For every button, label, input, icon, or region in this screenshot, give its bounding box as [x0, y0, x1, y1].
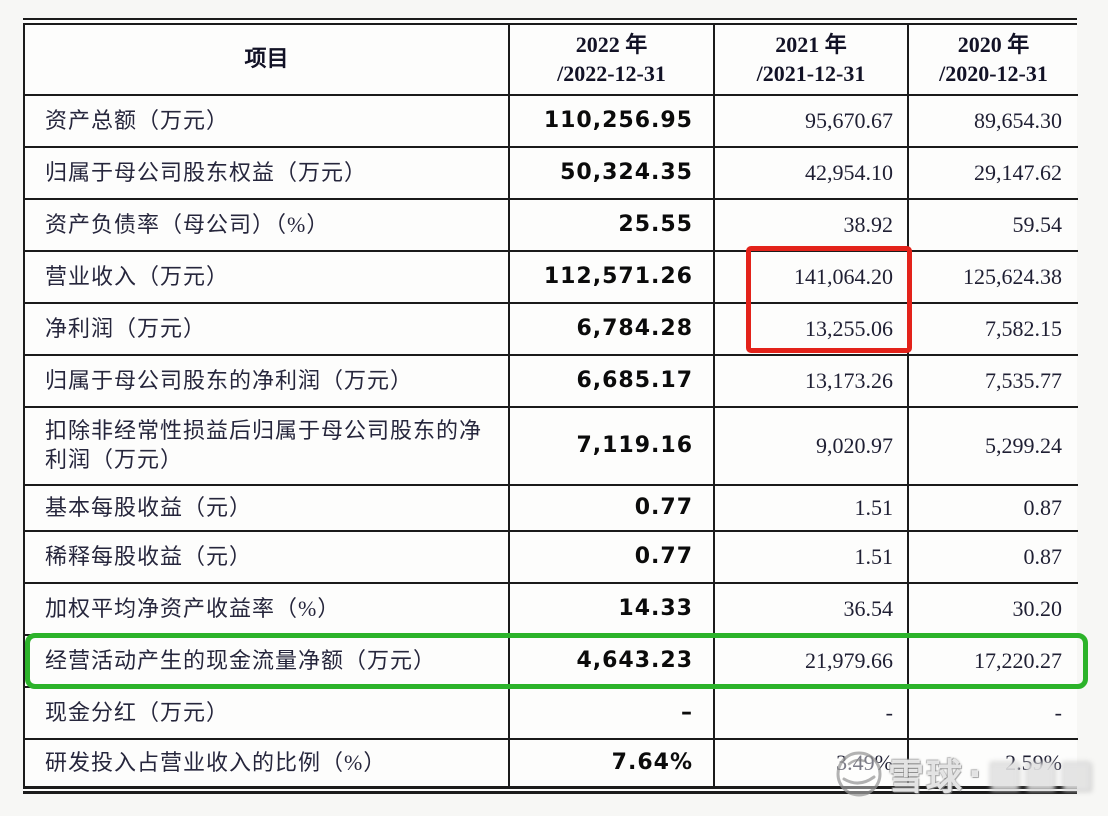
table-row: 经营活动产生的现金流量净额（万元） 4,643.23 21,979.66 17,… — [23, 635, 1078, 688]
row-label: 资产总额（万元） — [23, 95, 509, 148]
cell-2020: 17,220.27 — [907, 635, 1078, 688]
cell-2022: 110,256.95 — [508, 95, 714, 148]
table-row: 加权平均净资产收益率（%） 14.33 36.54 30.20 — [23, 583, 1078, 636]
row-label: 归属于母公司股东权益（万元） — [23, 147, 509, 200]
row-label: 营业收入（万元） — [23, 251, 509, 304]
cell-2021: 36.54 — [713, 583, 908, 636]
cell-2020: 0.87 — [907, 531, 1078, 584]
header-row: 项目 2022 年 /2022-12-31 2021 年 /2021-12-31… — [23, 25, 1078, 96]
cell-2021: 1.51 — [713, 531, 908, 584]
cell-2022: 6,784.28 — [508, 303, 714, 356]
cell-2020: 5,299.24 — [907, 407, 1078, 486]
cell-2022: 25.55 — [508, 199, 714, 252]
row-label: 经营活动产生的现金流量净额（万元） — [23, 635, 509, 688]
cell-2021: - — [713, 687, 908, 740]
table-row: 稀释每股收益（元） 0.77 1.51 0.87 — [23, 531, 1078, 584]
cell-2020: 29,147.62 — [907, 147, 1078, 200]
cell-2021: 9,020.97 — [713, 407, 908, 486]
cell-2022: 0.77 — [508, 531, 714, 584]
cell-2022: 14.33 — [508, 583, 714, 636]
cell-2020: 2.59% — [907, 739, 1078, 786]
table-row: 资产总额（万元） 110,256.95 95,670.67 89,654.30 — [23, 95, 1078, 148]
financial-table: 项目 2022 年 /2022-12-31 2021 年 /2021-12-31… — [23, 18, 1078, 794]
cell-2021: 13,255.06 — [713, 303, 908, 356]
cell-2021: 1.51 — [713, 485, 908, 532]
cell-2020: 59.54 — [907, 199, 1078, 252]
cell-2020: 0.87 — [907, 485, 1078, 532]
cell-2020: - — [907, 687, 1078, 740]
cell-2021: 42,954.10 — [713, 147, 908, 200]
cell-2021: 3.49% — [713, 739, 908, 786]
table-row: 归属于母公司股东的净利润（万元） 6,685.17 13,173.26 7,53… — [23, 355, 1078, 408]
table-row: 扣除非经常性损益后归属于母公司股东的净利润（万元） 7,119.16 9,020… — [23, 407, 1078, 486]
row-label: 稀释每股收益（元） — [23, 531, 509, 584]
cell-2020: 7,582.15 — [907, 303, 1078, 356]
table-row: 归属于母公司股东权益（万元） 50,324.35 42,954.10 29,14… — [23, 147, 1078, 200]
row-label: 净利润（万元） — [23, 303, 509, 356]
table-row: 营业收入（万元） 112,571.26 141,064.20 125,624.3… — [23, 251, 1078, 304]
row-label: 加权平均净资产收益率（%） — [23, 583, 509, 636]
row-label: 归属于母公司股东的净利润（万元） — [23, 355, 509, 408]
cell-2020: 7,535.77 — [907, 355, 1078, 408]
cell-2021: 13,173.26 — [713, 355, 908, 408]
cell-2021: 141,064.20 — [713, 251, 908, 304]
table-row: 研发投入占营业收入的比例（%） 7.64% 3.49% 2.59% — [23, 739, 1078, 786]
cell-2022: 0.77 — [508, 485, 714, 532]
cell-2022: 6,685.17 — [508, 355, 714, 408]
row-label: 扣除非经常性损益后归属于母公司股东的净利润（万元） — [23, 407, 509, 486]
row-label: 研发投入占营业收入的比例（%） — [23, 739, 509, 786]
cell-2021: 38.92 — [713, 199, 908, 252]
header-2020: 2020 年 /2020-12-31 — [907, 25, 1078, 96]
header-2022: 2022 年 /2022-12-31 — [508, 25, 714, 96]
cell-2021: 95,670.67 — [713, 95, 908, 148]
cell-2020: 125,624.38 — [907, 251, 1078, 304]
header-2021: 2021 年 /2021-12-31 — [713, 25, 908, 96]
row-label: 资产负债率（母公司）（%） — [23, 199, 509, 252]
table-row: 净利润（万元） 6,784.28 13,255.06 7,582.15 — [23, 303, 1078, 356]
red-highlight-box — [746, 246, 912, 353]
table-row: 资产负债率（母公司）（%） 25.55 38.92 59.54 — [23, 199, 1078, 252]
cell-2020: 89,654.30 — [907, 95, 1078, 148]
table-body: 资产总额（万元） 110,256.95 95,670.67 89,654.30 … — [23, 95, 1078, 786]
table-row: 现金分红（万元） – - - — [23, 687, 1078, 740]
cell-2022: – — [508, 687, 714, 740]
cell-2022: 112,571.26 — [508, 251, 714, 304]
table-header: 项目 2022 年 /2022-12-31 2021 年 /2021-12-31… — [23, 25, 1078, 96]
cell-2022: 7.64% — [508, 739, 714, 786]
table-row: 基本每股收益（元） 0.77 1.51 0.87 — [23, 485, 1078, 532]
cell-2020: 30.20 — [907, 583, 1078, 636]
green-highlight-box — [25, 633, 1088, 689]
cell-2022: 7,119.16 — [508, 407, 714, 486]
row-label: 现金分红（万元） — [23, 687, 509, 740]
cell-2022: 50,324.35 — [508, 147, 714, 200]
row-label: 基本每股收益（元） — [23, 485, 509, 532]
header-item: 项目 — [23, 25, 509, 96]
